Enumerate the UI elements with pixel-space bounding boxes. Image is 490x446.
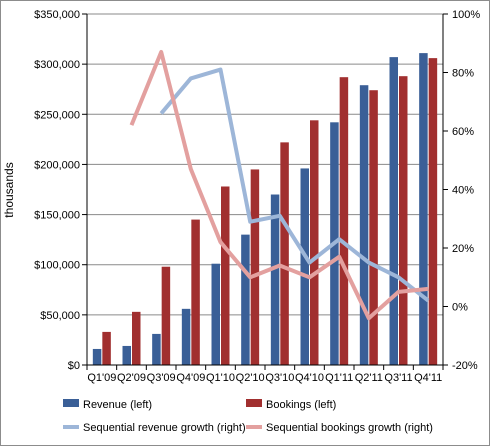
y-left-tick-label: $50,000 bbox=[40, 310, 80, 322]
revenue-bar bbox=[92, 348, 102, 365]
revenue-bar bbox=[359, 85, 369, 366]
revenue-bar bbox=[419, 53, 428, 366]
bookings-bar bbox=[221, 186, 230, 365]
legend: Revenue (left) Bookings (left) Sequential … bbox=[63, 399, 433, 434]
bookings-bar bbox=[280, 142, 289, 365]
axes: $0 $50,000 $100,000 $150,000 $200,000 $250,00… bbox=[34, 9, 480, 384]
revenue-bar bbox=[241, 234, 250, 365]
y-left-tick-label: $100,000 bbox=[34, 260, 80, 272]
bookings-bar bbox=[369, 90, 378, 366]
revenue-bar bbox=[122, 345, 131, 365]
x-tick-label: Q4'10 bbox=[295, 372, 324, 384]
bars bbox=[92, 53, 438, 366]
bookings-bar bbox=[428, 58, 438, 366]
revenue-growth-line bbox=[159, 67, 430, 303]
x-tick-label: Q3'11 bbox=[384, 372, 412, 384]
legend-bookings-growth-label: Sequential bookings growth (right) bbox=[266, 422, 433, 434]
y-right-tick-label: 80% bbox=[452, 68, 474, 80]
x-tick-label: Q1'09 bbox=[87, 372, 116, 384]
x-tick-label: Q2'09 bbox=[117, 372, 146, 384]
y-left-tick-label: $150,000 bbox=[34, 210, 80, 222]
y-right-tick-label: 40% bbox=[452, 185, 474, 197]
x-tick-label: Q2'10 bbox=[236, 372, 265, 384]
bookings-bar bbox=[132, 311, 141, 365]
x-tick-label: Q3'09 bbox=[147, 372, 176, 384]
bookings-bar bbox=[161, 266, 171, 365]
legend-revenue-label: Revenue (left) bbox=[83, 399, 152, 411]
bookings-bar bbox=[191, 219, 200, 365]
y-right-tick-label: 20% bbox=[452, 243, 474, 255]
y-left-tick-label: $200,000 bbox=[34, 159, 80, 171]
legend-revenue-growth-label: Sequential revenue growth (right) bbox=[83, 422, 246, 434]
growth-lines bbox=[129, 50, 430, 321]
bookings-growth-line bbox=[129, 50, 429, 321]
bookings-bar bbox=[339, 77, 349, 366]
x-tick-label: Q1'11 bbox=[325, 372, 353, 384]
y-left-tick-label: $300,000 bbox=[34, 59, 80, 71]
revenue-bar bbox=[152, 333, 161, 365]
legend-revenue-swatch bbox=[63, 399, 79, 407]
x-tick-label: Q3'10 bbox=[265, 372, 294, 384]
bookings-bar bbox=[310, 120, 319, 365]
bookings-bar bbox=[399, 76, 408, 366]
gridlines bbox=[87, 13, 443, 316]
y-left-tick-label: $0 bbox=[68, 360, 80, 372]
x-tick-label: Q4'11 bbox=[414, 372, 442, 384]
legend-bookings-swatch bbox=[246, 399, 262, 407]
revenue-bar bbox=[389, 57, 398, 365]
y-axis-title: thousands bbox=[2, 162, 16, 217]
x-tick-label: Q4'09 bbox=[176, 372, 205, 384]
y-right-tick-label: 100% bbox=[452, 9, 480, 21]
y-left-tick-label: $350,000 bbox=[34, 9, 80, 21]
y-right-tick-label: 0% bbox=[452, 302, 468, 314]
bookings-bar bbox=[250, 169, 260, 365]
x-tick-label: Q1'10 bbox=[206, 372, 235, 384]
x-tick-label: Q2'11 bbox=[355, 372, 383, 384]
revenue-bar bbox=[270, 194, 280, 365]
revenue-bar bbox=[181, 308, 191, 365]
bookings-bar bbox=[102, 331, 111, 365]
y-left-tick-label: $250,000 bbox=[34, 109, 80, 121]
y-right-tick-label: 60% bbox=[452, 126, 474, 138]
legend-bookings-label: Bookings (left) bbox=[266, 399, 336, 411]
revenue-bar bbox=[300, 168, 309, 365]
revenue-bar bbox=[211, 263, 220, 365]
y-right-tick-label: -20% bbox=[452, 360, 478, 372]
